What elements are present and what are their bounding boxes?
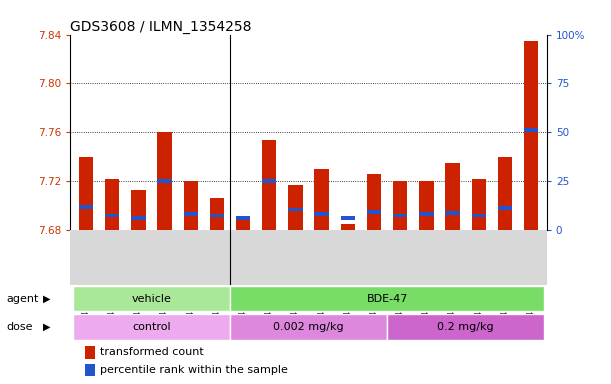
Bar xyxy=(262,140,276,230)
Bar xyxy=(367,210,381,214)
Bar xyxy=(230,286,544,311)
Text: 0.002 mg/kg: 0.002 mg/kg xyxy=(273,322,344,332)
Text: ▶: ▶ xyxy=(43,294,50,304)
Bar xyxy=(472,214,486,217)
Text: percentile rank within the sample: percentile rank within the sample xyxy=(100,365,288,375)
Bar xyxy=(210,214,224,217)
Text: 0.2 mg/kg: 0.2 mg/kg xyxy=(437,322,494,332)
Bar xyxy=(230,314,387,339)
Bar xyxy=(236,218,251,230)
Bar xyxy=(445,163,459,230)
Text: GDS3608 / ILMN_1354258: GDS3608 / ILMN_1354258 xyxy=(70,20,252,33)
Bar xyxy=(105,179,119,230)
Bar xyxy=(131,216,145,220)
Text: dose: dose xyxy=(6,322,32,332)
Bar xyxy=(315,169,329,230)
Bar xyxy=(183,212,198,216)
Bar xyxy=(79,205,93,209)
Text: transformed count: transformed count xyxy=(100,348,203,358)
Bar xyxy=(236,216,251,220)
Bar xyxy=(79,157,93,230)
Bar xyxy=(445,211,459,215)
Bar xyxy=(341,224,355,230)
Bar xyxy=(524,128,538,132)
Bar xyxy=(262,179,276,183)
Bar xyxy=(387,314,544,339)
Bar xyxy=(210,199,224,230)
Bar xyxy=(393,181,408,230)
Bar xyxy=(367,174,381,230)
Bar xyxy=(131,190,145,230)
Bar xyxy=(84,346,95,359)
Text: ▶: ▶ xyxy=(43,322,50,332)
Bar xyxy=(472,179,486,230)
Bar xyxy=(341,216,355,220)
Bar xyxy=(498,157,512,230)
Bar xyxy=(498,206,512,210)
Bar xyxy=(393,214,408,217)
Text: control: control xyxy=(132,322,170,332)
Bar xyxy=(288,208,302,211)
Text: agent: agent xyxy=(6,294,38,304)
Bar xyxy=(524,41,538,230)
Bar xyxy=(84,364,95,376)
Bar xyxy=(419,212,434,216)
Bar xyxy=(105,214,119,217)
Text: BDE-47: BDE-47 xyxy=(367,294,408,304)
Bar xyxy=(315,212,329,216)
Text: vehicle: vehicle xyxy=(131,294,171,304)
Bar xyxy=(419,181,434,230)
Bar xyxy=(73,314,230,339)
Bar xyxy=(158,132,172,230)
Bar xyxy=(183,181,198,230)
Bar xyxy=(73,286,230,311)
Bar xyxy=(288,185,302,230)
Bar xyxy=(158,179,172,183)
